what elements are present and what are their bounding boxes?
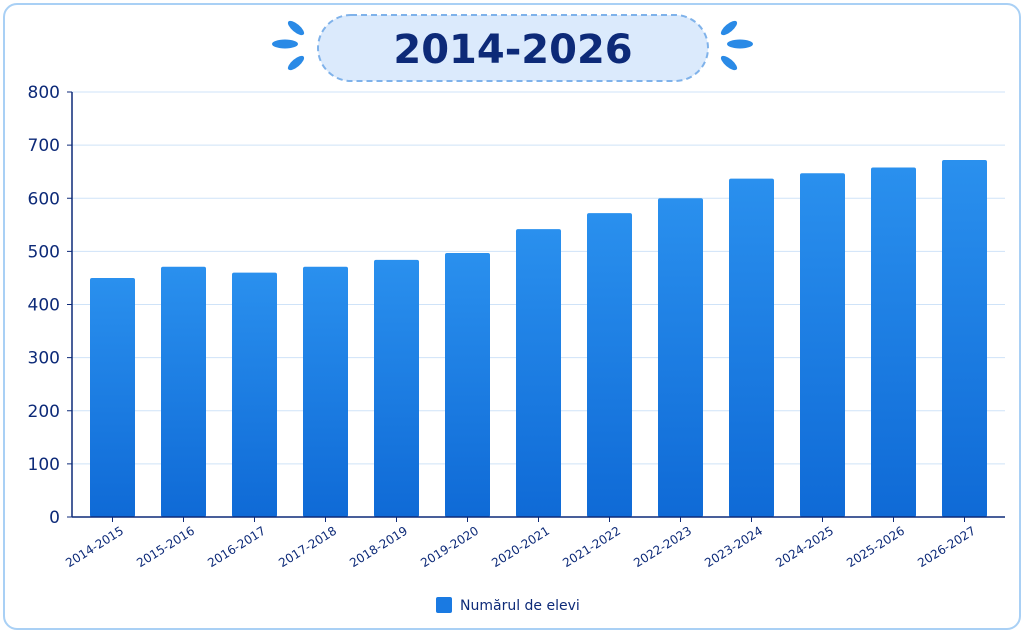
chart-title: 2014-2026 xyxy=(393,27,632,73)
y-tick-label: 400 xyxy=(28,296,60,316)
bar-2018-2019 xyxy=(374,259,419,517)
bar-2022-2023 xyxy=(658,198,703,517)
y-tick-label: 0 xyxy=(49,508,60,528)
x-tick-label: 2018-2019 xyxy=(347,524,410,571)
y-tick-label: 500 xyxy=(28,242,60,262)
left-splash-icon xyxy=(272,20,305,71)
y-tick-label: 600 xyxy=(28,189,60,209)
x-tick-label: 2016-2017 xyxy=(205,524,268,571)
x-axis-ticks: 2014-2015 2015-2016 2016-2017 2017-2018 2018… xyxy=(63,517,978,570)
bar-2017-2018 xyxy=(303,266,348,517)
bar-2016-2017 xyxy=(232,272,277,517)
y-tick-label: 100 xyxy=(28,455,60,475)
x-tick-label: 2021-2022 xyxy=(560,524,623,571)
x-tick-label: 2024-2025 xyxy=(773,524,836,571)
bars xyxy=(90,160,987,517)
y-tick-label: 300 xyxy=(28,349,60,369)
bar-2024-2025 xyxy=(800,173,845,517)
bar-2023-2024 xyxy=(729,178,774,517)
x-tick-label: 2022-2023 xyxy=(631,524,694,571)
bar-2020-2021 xyxy=(516,229,561,517)
x-tick-label: 2023-2024 xyxy=(702,524,765,571)
y-axis-ticks: 0 100 200 300 400 500 600 700 800 xyxy=(28,83,72,528)
x-tick-label: 2014-2015 xyxy=(63,524,126,571)
legend: Numărul de elevi xyxy=(436,597,580,614)
bar-2014-2015 xyxy=(90,277,135,517)
legend-label: Numărul de elevi xyxy=(460,598,580,614)
x-tick-label: 2026-2027 xyxy=(915,524,978,571)
x-tick-label: 2015-2016 xyxy=(134,524,197,571)
y-tick-label: 800 xyxy=(28,83,60,103)
right-splash-icon xyxy=(720,20,753,71)
bar-2021-2022 xyxy=(587,213,632,517)
x-tick-label: 2017-2018 xyxy=(276,524,339,571)
bar-2025-2026 xyxy=(871,167,916,517)
legend-swatch xyxy=(436,597,452,613)
x-tick-label: 2025-2026 xyxy=(844,524,907,571)
y-tick-label: 700 xyxy=(28,136,60,156)
x-tick-label: 2019-2020 xyxy=(418,524,481,571)
bar-2015-2016 xyxy=(161,266,206,517)
bar-2019-2020 xyxy=(445,252,490,517)
bar-2026-2027 xyxy=(942,160,987,517)
y-tick-label: 200 xyxy=(28,402,60,422)
x-tick-label: 2020-2021 xyxy=(489,524,552,571)
title-banner: 2014-2026 xyxy=(317,14,709,82)
